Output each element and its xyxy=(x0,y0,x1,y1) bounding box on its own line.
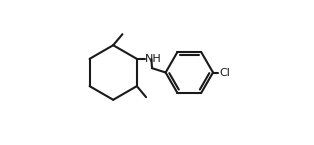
Text: Cl: Cl xyxy=(219,68,230,77)
Text: NH: NH xyxy=(145,54,162,64)
